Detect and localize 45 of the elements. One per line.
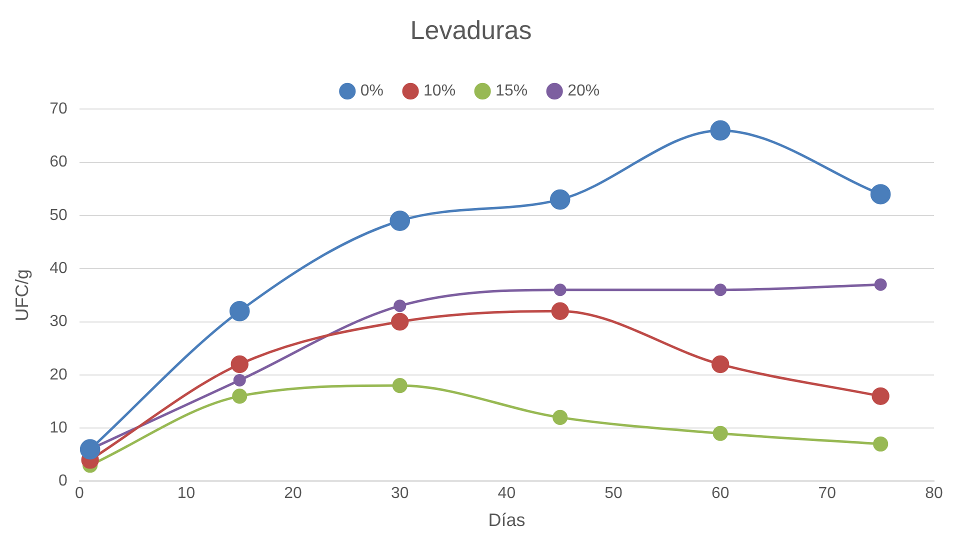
x-axis-title: Días bbox=[488, 510, 526, 530]
x-tick-label: 50 bbox=[604, 485, 623, 502]
legend-label: 0% bbox=[360, 82, 384, 100]
point bbox=[391, 312, 409, 331]
y-tick-label: 0 bbox=[58, 472, 68, 490]
point bbox=[80, 439, 100, 460]
legend-label: 15% bbox=[496, 82, 528, 100]
y-axis-title: UFC/g bbox=[12, 269, 32, 322]
x-tick-label: 40 bbox=[498, 485, 516, 502]
point bbox=[710, 120, 730, 141]
point bbox=[554, 284, 566, 296]
point bbox=[394, 300, 406, 312]
point bbox=[390, 210, 410, 231]
point bbox=[392, 378, 408, 394]
x-tick-label: 30 bbox=[390, 485, 409, 502]
y-tick-label: 40 bbox=[50, 260, 68, 278]
point bbox=[870, 184, 891, 204]
point bbox=[872, 387, 890, 406]
point bbox=[233, 374, 246, 386]
point bbox=[232, 388, 248, 404]
point bbox=[229, 300, 250, 322]
point bbox=[874, 278, 887, 291]
x-tick-label: 20 bbox=[284, 485, 302, 502]
point bbox=[230, 355, 248, 374]
y-tick-label: 10 bbox=[50, 419, 68, 436]
legend-label: 20% bbox=[568, 82, 600, 100]
point bbox=[873, 436, 888, 452]
y-tick-label: 20 bbox=[50, 366, 68, 384]
x-tick-label: 10 bbox=[177, 485, 196, 502]
x-tick-label: 70 bbox=[818, 485, 836, 502]
point bbox=[712, 426, 728, 441]
y-tick-label: 50 bbox=[50, 206, 68, 224]
point bbox=[712, 355, 730, 374]
y-tick-label: 30 bbox=[50, 313, 68, 330]
x-tick-label: 60 bbox=[711, 485, 730, 502]
point bbox=[550, 189, 570, 210]
chart-title: Levaduras bbox=[410, 14, 532, 45]
y-tick-label: 60 bbox=[50, 154, 68, 171]
legend-label: 10% bbox=[424, 82, 456, 100]
x-tick-label: 80 bbox=[925, 485, 943, 502]
point bbox=[714, 284, 727, 296]
point bbox=[551, 302, 569, 320]
y-tick-label: 70 bbox=[50, 100, 68, 118]
x-tick-label: 0 bbox=[74, 485, 84, 502]
point bbox=[552, 410, 568, 425]
